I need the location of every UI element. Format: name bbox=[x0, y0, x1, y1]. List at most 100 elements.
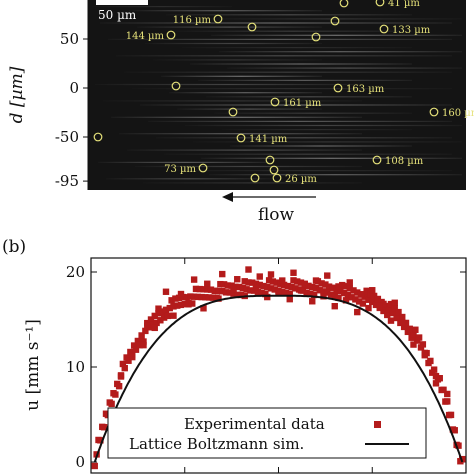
experimental-point bbox=[327, 291, 335, 298]
streak bbox=[95, 83, 362, 86]
experimental-point bbox=[447, 411, 455, 419]
experimental-point bbox=[410, 341, 417, 348]
experimental-point bbox=[175, 294, 183, 302]
particle-marker bbox=[198, 163, 208, 173]
streak bbox=[108, 38, 452, 40]
experimental-point bbox=[301, 281, 308, 288]
experimental-point bbox=[369, 298, 376, 306]
experimental-point bbox=[189, 300, 196, 307]
experimental-point bbox=[280, 281, 288, 289]
streak bbox=[169, 92, 322, 94]
experimental-point bbox=[294, 278, 301, 285]
particle-marker bbox=[213, 14, 223, 24]
experimental-point bbox=[215, 287, 222, 295]
panel-b: (b) 0 10 20 u [mm s⁻¹] Experimental data L… bbox=[2, 237, 467, 474]
streak bbox=[222, 129, 412, 131]
experimental-point bbox=[324, 272, 331, 279]
flow-arrow-head bbox=[222, 192, 233, 202]
streak bbox=[193, 141, 462, 143]
experimental-point bbox=[286, 295, 293, 303]
panel-a-ytick-label: 50 bbox=[60, 30, 79, 48]
experimental-point bbox=[389, 309, 397, 317]
experimental-point bbox=[444, 398, 451, 405]
experimental-point bbox=[235, 283, 243, 291]
particle-label: 26 µm bbox=[285, 174, 317, 185]
experimental-point bbox=[234, 291, 241, 298]
particle-label: 144 µm bbox=[126, 31, 165, 42]
legend: Experimental data Lattice Boltzmann sim. bbox=[107, 407, 427, 459]
legend-label-simulation: Lattice Boltzmann sim. bbox=[129, 435, 304, 453]
streak bbox=[143, 182, 362, 184]
experimental-point bbox=[256, 273, 263, 280]
streak bbox=[201, 157, 462, 159]
particle-marker bbox=[228, 107, 238, 117]
experimental-point bbox=[108, 400, 115, 408]
experimental-point bbox=[172, 295, 179, 302]
experimental-point bbox=[239, 284, 247, 292]
experimental-point bbox=[215, 295, 222, 302]
experimental-point bbox=[190, 293, 198, 300]
experimental-point bbox=[436, 375, 443, 382]
experimental-point bbox=[252, 280, 260, 287]
particle-marker bbox=[265, 155, 275, 165]
experimental-point bbox=[365, 296, 372, 303]
experimental-point bbox=[162, 288, 170, 295]
particle-marker bbox=[333, 83, 343, 93]
experimental-points bbox=[91, 266, 466, 470]
experimental-point bbox=[292, 285, 299, 292]
experimental-point bbox=[247, 287, 254, 294]
experimental-point bbox=[123, 354, 130, 361]
experimental-point bbox=[355, 298, 363, 305]
experimental-point bbox=[361, 293, 368, 300]
experimental-point bbox=[241, 278, 248, 285]
experimental-point bbox=[211, 287, 218, 295]
experimental-point bbox=[324, 289, 331, 296]
particle-marker bbox=[270, 97, 280, 107]
particle-marker bbox=[171, 81, 181, 91]
streak bbox=[185, 124, 462, 127]
streak bbox=[127, 149, 362, 151]
particle-label: 108 µm bbox=[385, 156, 424, 167]
experimental-point bbox=[237, 291, 245, 299]
experimental-point bbox=[159, 308, 166, 315]
particle-label: 41 µm bbox=[388, 0, 420, 9]
particle-marker bbox=[330, 16, 340, 26]
experimental-point bbox=[309, 298, 316, 305]
experimental-point bbox=[432, 372, 440, 380]
particle-label: 116 µm bbox=[173, 15, 212, 26]
experimental-point bbox=[346, 285, 353, 292]
experimental-point bbox=[370, 292, 378, 300]
particle-label: 133 µm bbox=[392, 25, 431, 36]
streak bbox=[190, 63, 412, 65]
experimental-point bbox=[380, 300, 387, 308]
streak bbox=[140, 104, 452, 106]
experimental-point bbox=[130, 342, 138, 349]
streak bbox=[174, 30, 412, 32]
experimental-point bbox=[367, 290, 374, 298]
experimental-point bbox=[249, 279, 256, 286]
experimental-point bbox=[410, 331, 417, 338]
streak bbox=[214, 112, 412, 114]
experimental-point bbox=[395, 308, 402, 316]
particle-marker bbox=[375, 0, 385, 7]
streak bbox=[137, 26, 322, 28]
particle-marker bbox=[311, 32, 321, 42]
experimental-point bbox=[205, 294, 213, 301]
experimental-point bbox=[320, 293, 327, 300]
panel-a-ylabel: d [µm] bbox=[7, 66, 27, 123]
experimental-point bbox=[440, 386, 447, 393]
experimental-point bbox=[260, 282, 267, 290]
experimental-point bbox=[269, 278, 277, 285]
experimental-point bbox=[365, 304, 372, 312]
streak bbox=[230, 145, 412, 147]
experimental-point bbox=[309, 283, 316, 291]
experimental-point bbox=[387, 317, 395, 324]
legend-label-experimental: Experimental data bbox=[184, 415, 325, 433]
streak bbox=[98, 161, 272, 163]
experimental-point bbox=[217, 280, 224, 288]
experimental-point bbox=[166, 304, 173, 312]
experimental-point bbox=[400, 323, 408, 331]
experimental-point bbox=[342, 297, 350, 304]
experimental-point bbox=[385, 305, 393, 313]
experimental-point bbox=[380, 307, 387, 315]
